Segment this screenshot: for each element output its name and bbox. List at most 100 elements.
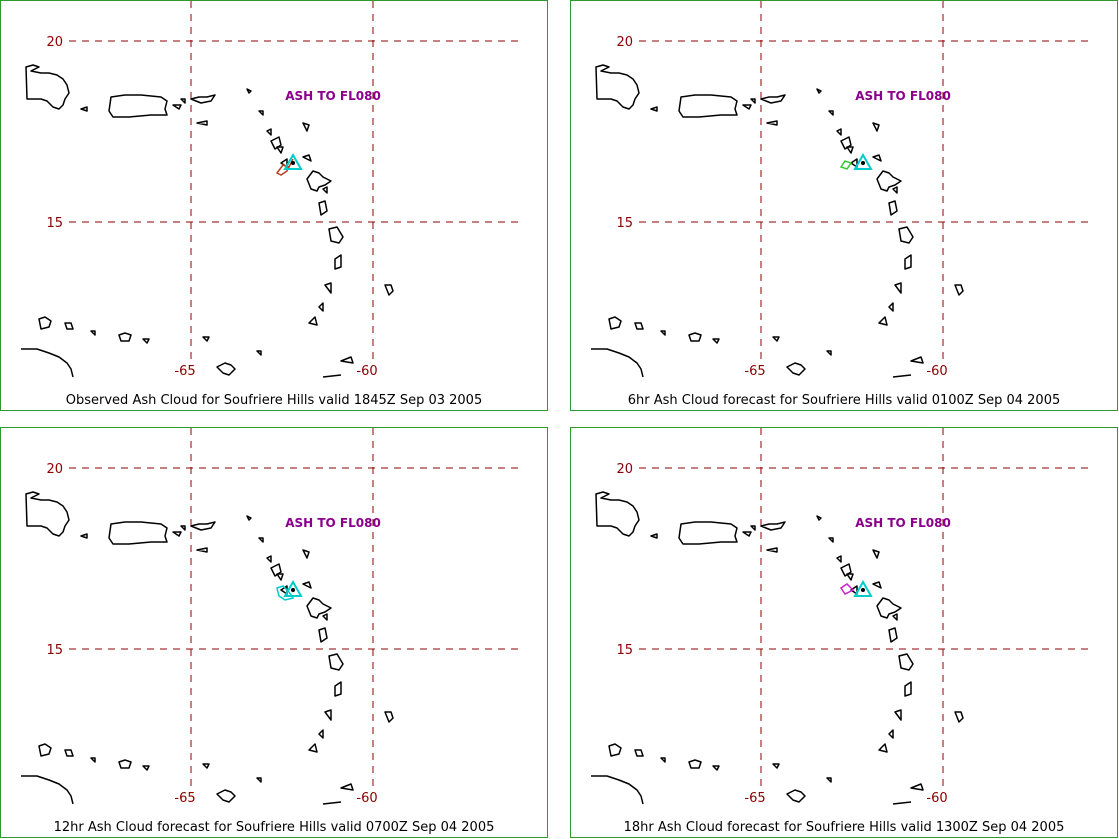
coastline-shape xyxy=(904,254,912,270)
coastline-shape xyxy=(608,316,622,330)
volcano-marker-icon xyxy=(283,152,303,170)
coastline-shape xyxy=(836,128,842,136)
coastline-shape xyxy=(308,316,318,326)
coastline-shape xyxy=(118,759,132,769)
latitude-label: 15 xyxy=(46,643,63,658)
coastline-shape xyxy=(318,302,324,312)
coastline-shape xyxy=(786,362,806,376)
ash-altitude-label: ASH TO FL080 xyxy=(285,89,381,103)
coastline-shape xyxy=(678,94,738,118)
coastline-shape xyxy=(872,154,882,162)
coastline-shape xyxy=(21,348,74,378)
coastline-shape xyxy=(846,573,854,581)
coastline-shape xyxy=(25,491,70,537)
coastline-shape xyxy=(888,302,894,312)
coastline-shape xyxy=(898,653,914,671)
coastline-shape xyxy=(334,681,342,697)
coastline-shape xyxy=(750,525,756,531)
coastlines xyxy=(591,64,964,378)
coastline-shape xyxy=(270,136,282,150)
coastline-shape xyxy=(836,555,842,563)
coastline-shape xyxy=(888,627,898,643)
coastline-shape xyxy=(872,549,880,559)
coastline-shape xyxy=(302,581,312,589)
ash-cloud-outline xyxy=(275,158,294,176)
coastline-shape xyxy=(742,531,752,537)
coastline-shape xyxy=(322,801,342,805)
ash-altitude-label: ASH TO FL080 xyxy=(285,516,381,530)
coastlines xyxy=(21,491,394,805)
map-panel-18hr-forecast: 20 15 -65 -60 ASH TO FL080 18hr Ash Cloud for… xyxy=(570,427,1118,838)
coastline-shape xyxy=(118,332,132,342)
coastline-shape xyxy=(878,316,888,326)
coastline-shape xyxy=(892,186,898,194)
coastline-shape xyxy=(850,585,858,595)
coastline-shape xyxy=(688,759,702,769)
ash-altitude-label: ASH TO FL080 xyxy=(855,89,951,103)
coastline-shape xyxy=(80,106,88,112)
map-panel-observed: 20 15 -65 -60 ASH TO FL080 Observed Ash Cloud… xyxy=(0,0,548,411)
volcano-location-dot xyxy=(291,161,295,165)
coastline-shape xyxy=(894,709,902,721)
coastline-shape xyxy=(688,332,702,342)
coastline-shape xyxy=(21,775,74,805)
coastline-shape xyxy=(608,743,622,757)
coastline-shape xyxy=(318,627,328,643)
coastline-shape xyxy=(196,547,208,553)
coastline-shape xyxy=(90,757,96,763)
coastline-shape xyxy=(25,64,70,110)
coastline-shape xyxy=(64,322,74,330)
coastline-shape xyxy=(190,521,216,531)
coastline-shape xyxy=(595,64,640,110)
volcano-location-dot xyxy=(861,588,865,592)
longitude-label: -65 xyxy=(744,791,765,806)
coastline-shape xyxy=(828,110,834,116)
longitude-label: -65 xyxy=(174,364,195,379)
coastline-shape xyxy=(328,226,344,244)
coastline-shape xyxy=(660,330,666,336)
ash-cloud-outline xyxy=(276,585,295,601)
longitude-label: -60 xyxy=(356,364,377,379)
coastline-shape xyxy=(324,282,332,294)
coastline-shape xyxy=(108,521,168,545)
coastline-shape xyxy=(306,597,332,619)
coastline-shape xyxy=(760,94,786,104)
coastline-shape xyxy=(712,765,720,771)
volcano-marker-icon xyxy=(853,152,873,170)
coastline-shape xyxy=(892,801,912,805)
coastline-shape xyxy=(591,348,644,378)
coastline-shape xyxy=(634,749,644,757)
coastline-shape xyxy=(872,122,880,132)
coastlines xyxy=(591,491,964,805)
coastline-shape xyxy=(302,549,310,559)
ash-altitude-label: ASH TO FL080 xyxy=(855,516,951,530)
coastline-shape xyxy=(876,597,902,619)
coastline-shape xyxy=(256,777,262,783)
coastline-shape xyxy=(750,98,756,104)
coastline-shape xyxy=(142,765,150,771)
coastline-shape xyxy=(954,711,964,723)
coastline-shape xyxy=(816,515,822,521)
coastline-shape xyxy=(38,316,52,330)
coastline-shape xyxy=(322,613,328,621)
panel-caption: Observed Ash Cloud for Soufriere Hills v… xyxy=(65,393,483,408)
latitude-label: 20 xyxy=(616,462,633,477)
coastline-shape xyxy=(258,110,264,116)
coastline-shape xyxy=(888,729,894,739)
coastline-shape xyxy=(216,789,236,803)
coastline-shape xyxy=(816,88,822,94)
map-canvas: 20 15 -65 -60 ASH TO FL080 xyxy=(21,428,521,806)
longitude-label: -60 xyxy=(926,791,947,806)
coastline-shape xyxy=(270,563,282,577)
coastline-shape xyxy=(172,531,182,537)
coastline-shape xyxy=(80,533,88,539)
coastline-shape xyxy=(246,88,252,94)
coastline-shape xyxy=(276,146,284,154)
map-panel-6hr-forecast: 20 15 -65 -60 ASH TO FL080 6hr Ash Cloud fore… xyxy=(570,0,1118,411)
coastline-shape xyxy=(766,120,778,126)
longitude-label: -60 xyxy=(356,791,377,806)
coastline-shape xyxy=(322,186,328,194)
coastline-shape xyxy=(324,709,332,721)
coastline-shape xyxy=(246,515,252,521)
map-panel-12hr-forecast: 20 15 -65 -60 ASH TO FL080 12hr Ash Cloud for… xyxy=(0,427,548,838)
